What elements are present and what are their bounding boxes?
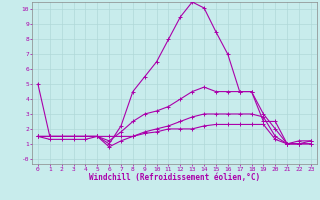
X-axis label: Windchill (Refroidissement éolien,°C): Windchill (Refroidissement éolien,°C) [89,173,260,182]
